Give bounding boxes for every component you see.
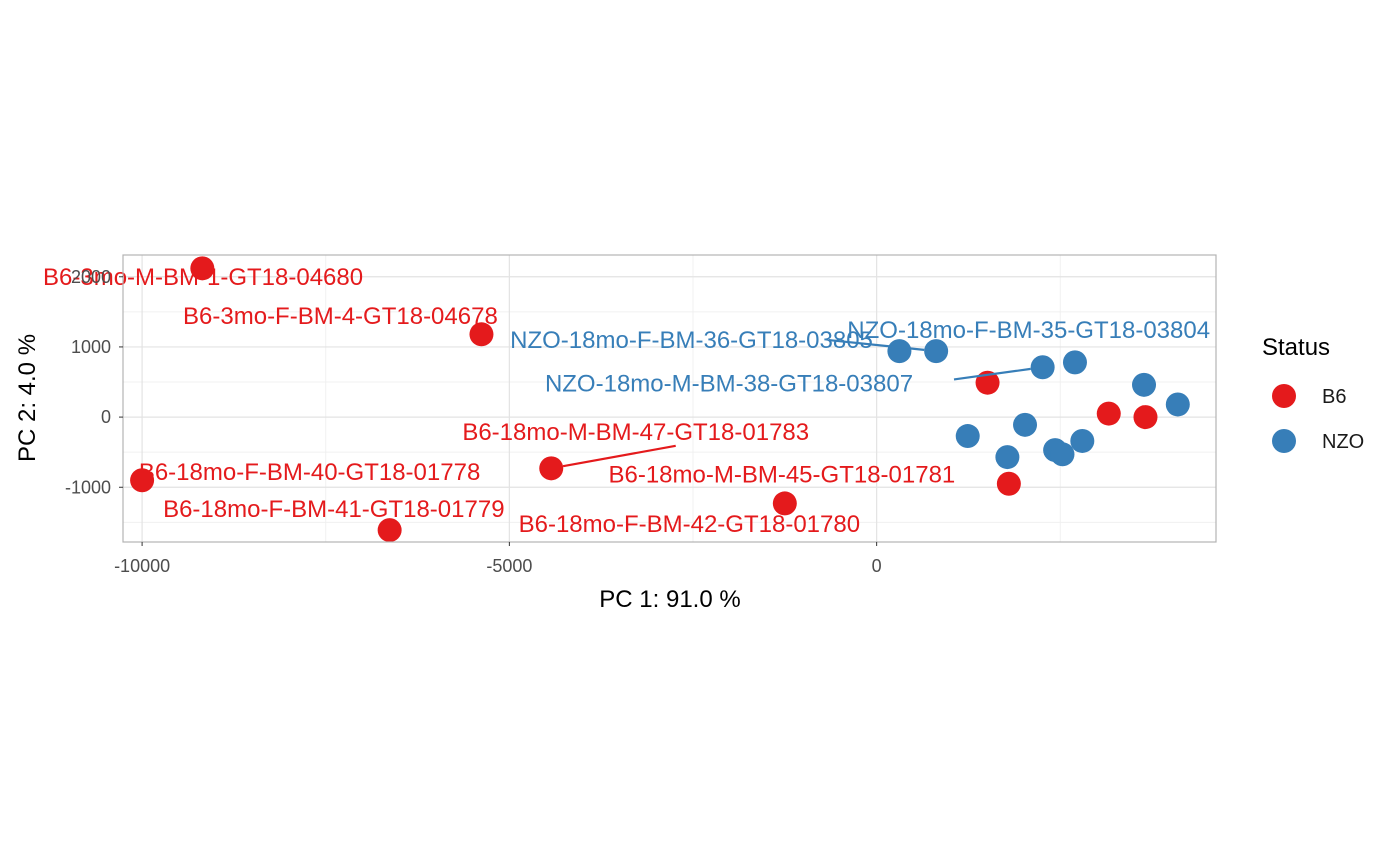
legend-key-b6 [1272, 384, 1296, 408]
legend: Status B6 NZO [1262, 334, 1364, 453]
b6-point [539, 456, 564, 481]
x-tick-label: -5000 [486, 556, 532, 576]
label-leader-line [562, 444, 676, 468]
nzo-point [1132, 372, 1157, 397]
point-label: B6-18mo-M-BM-47-GT18-01783 [462, 419, 809, 446]
b6-point [377, 518, 402, 543]
grid [123, 255, 1216, 542]
point-label: NZO-18mo-M-BM-38-GT18-03807 [545, 370, 913, 397]
legend-label-nzo: NZO [1322, 431, 1364, 453]
x-axis-title: PC 1: 91.0 % [599, 586, 740, 613]
point-labels: B6-3mo-M-BM-1-GT18-04680 B6-3mo-F-BM-4-GT… [43, 264, 1210, 538]
y-axis-title: PC 2: 4.0 % [14, 334, 41, 462]
nzo-point [924, 339, 949, 364]
y-tick-label: -1000 [65, 477, 111, 497]
b6-point [130, 468, 155, 493]
b6-point [1096, 401, 1121, 426]
b6-point [772, 491, 797, 516]
b6-point [190, 256, 215, 281]
point-label: NZO-18mo-F-BM-36-GT18-03805 [510, 327, 873, 354]
b6-point [469, 322, 494, 347]
x-tick-label: 0 [872, 556, 882, 576]
nzo-point [1050, 442, 1075, 467]
nzo-point [1062, 350, 1087, 375]
point-label: B6-3mo-F-BM-4-GT18-04678 [183, 303, 498, 330]
point-label: B6-18mo-F-BM-41-GT18-01779 [163, 496, 504, 523]
point-label: B6-18mo-M-BM-45-GT18-01781 [608, 462, 955, 489]
point-label: B6-18mo-F-BM-42-GT18-01780 [519, 511, 860, 538]
nzo-point [887, 339, 912, 364]
point-label: NZO-18mo-F-BM-35-GT18-03804 [847, 317, 1210, 344]
label-leader-line [828, 338, 925, 352]
nzo-point [1030, 355, 1055, 380]
y-tick-label: 2000 [71, 267, 111, 287]
nzo-point [995, 445, 1020, 470]
label-leader-line [953, 367, 1031, 381]
nzo-point [955, 424, 980, 449]
b6-point [996, 471, 1021, 496]
nzo-point [1013, 412, 1038, 437]
y-tick-label: 0 [101, 407, 111, 427]
b6-point [1133, 405, 1158, 430]
legend-key-nzo [1272, 429, 1296, 453]
y-tick-label: 1000 [71, 337, 111, 357]
data-points [130, 256, 1190, 543]
x-tick-label: -10000 [114, 556, 170, 576]
nzo-point [1165, 392, 1190, 417]
point-label: B6-18mo-F-BM-40-GT18-01778 [139, 459, 480, 486]
label-leaders [562, 338, 1031, 468]
nzo-point [1070, 428, 1095, 453]
point-label: B6-3mo-M-BM-1-GT18-04680 [43, 264, 363, 291]
panel-border [122, 254, 1217, 543]
legend-title: Status [1262, 334, 1330, 361]
legend-label-b6: B6 [1322, 386, 1346, 408]
